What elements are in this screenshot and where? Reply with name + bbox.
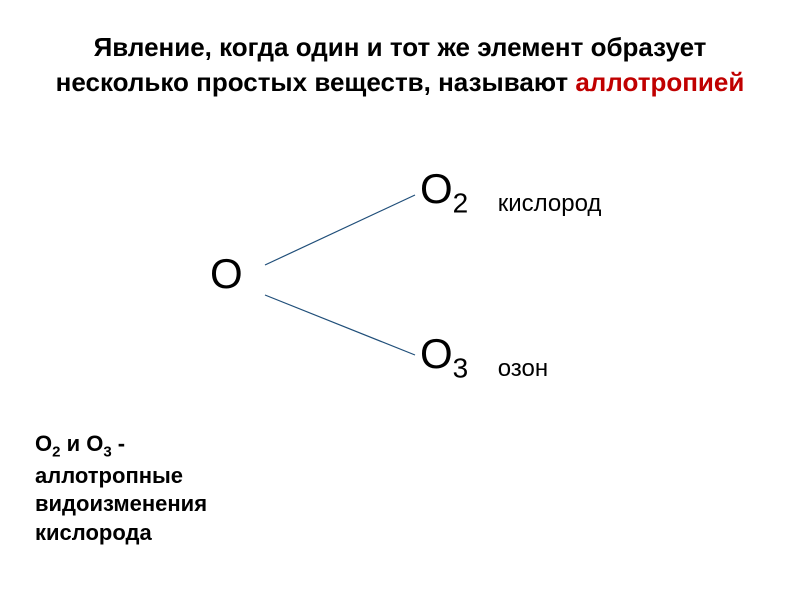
page-title: Явление, когда один и тот же элемент обр…: [0, 0, 800, 120]
o3-label: озон: [498, 355, 548, 383]
note-mid1: и O: [60, 431, 103, 456]
o3-base: O: [420, 330, 453, 377]
branch-o2: O2 кислород: [420, 165, 601, 219]
o2-base: O: [420, 165, 453, 212]
o3-formula: O3: [420, 330, 468, 384]
note-sub2: 3: [103, 443, 111, 460]
title-highlight: аллотропией: [575, 67, 744, 97]
root-element: O: [210, 250, 243, 298]
note-mid2: -: [112, 431, 125, 456]
branch-o3: O3 озон: [420, 330, 548, 384]
o2-formula: O2: [420, 165, 468, 219]
line-to-o2: [265, 195, 415, 265]
o2-sub: 2: [453, 188, 469, 219]
footnote: O2 и O3 - аллотропные видоизменения кисл…: [35, 430, 295, 548]
note-rest: аллотропные видоизменения кислорода: [35, 463, 207, 545]
o3-sub: 3: [453, 353, 469, 384]
line-to-o3: [265, 295, 415, 355]
note-o: O: [35, 431, 52, 456]
o2-label: кислород: [498, 190, 602, 218]
